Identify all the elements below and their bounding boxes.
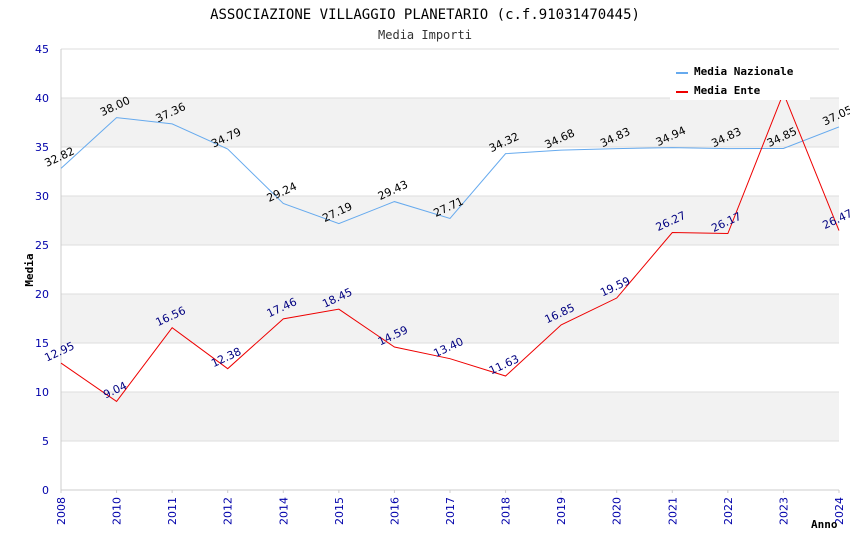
data-label-ente: 12.38 xyxy=(209,345,243,370)
legend-box xyxy=(670,60,810,100)
x-axis-label: Anno xyxy=(811,518,838,531)
y-tick-label: 30 xyxy=(35,190,49,203)
y-tick-label: 25 xyxy=(35,239,49,252)
x-tick-label: 2019 xyxy=(555,497,568,525)
x-tick-label: 2023 xyxy=(777,497,790,525)
x-tick-label: 2014 xyxy=(277,497,290,525)
legend-label-ente: Media Ente xyxy=(694,84,761,97)
grid-band xyxy=(61,98,839,147)
y-tick-label: 40 xyxy=(35,92,49,105)
legend: Media Nazionale Media Ente xyxy=(670,60,810,100)
data-label-ente: 11.63 xyxy=(487,352,521,377)
chart-subtitle: Media Importi xyxy=(378,28,472,42)
x-tick-label: 2021 xyxy=(666,497,679,525)
x-tick-label: 2010 xyxy=(111,497,124,525)
y-axis-label: Media xyxy=(23,253,36,286)
y-tick-label: 35 xyxy=(35,141,49,154)
x-tick-label: 2015 xyxy=(333,497,346,525)
x-tick-label: 2020 xyxy=(611,497,624,525)
grid-lines xyxy=(61,48,839,491)
y-tick-label: 0 xyxy=(42,484,49,497)
y-tick-label: 15 xyxy=(35,337,49,350)
x-tick-label: 2024 xyxy=(833,497,846,525)
y-tick-label: 5 xyxy=(42,435,49,448)
y-tick-labels: 0 5 10 15 20 25 30 35 40 45 xyxy=(35,43,49,497)
x-tick-label: 2016 xyxy=(388,497,401,525)
x-tick-label: 2022 xyxy=(722,497,735,525)
series-line-ente xyxy=(60,91,840,403)
y-tick-label: 10 xyxy=(35,386,49,399)
x-tick-label: 2017 xyxy=(444,497,457,525)
grid-band xyxy=(61,392,839,441)
y-tick-label: 45 xyxy=(35,43,49,56)
grid-band xyxy=(61,294,839,343)
grid-band xyxy=(61,196,839,245)
x-tick-label: 2018 xyxy=(500,497,513,525)
x-tick-label: 2008 xyxy=(55,497,68,525)
x-tick-label: 2011 xyxy=(166,497,179,525)
chart-title: ASSOCIAZIONE VILLAGGIO PLANETARIO (c.f.9… xyxy=(210,7,640,23)
legend-label-nazionale: Media Nazionale xyxy=(694,65,794,78)
series-lines xyxy=(60,91,840,403)
grid-bands xyxy=(61,98,839,441)
x-tick-labels: 2008 2010 2011 2012 2014 2015 2016 2017 2018 2019… xyxy=(55,490,846,525)
y-tick-label: 20 xyxy=(35,288,49,301)
series-line-nazionale xyxy=(60,117,840,225)
x-tick-label: 2012 xyxy=(222,497,235,525)
